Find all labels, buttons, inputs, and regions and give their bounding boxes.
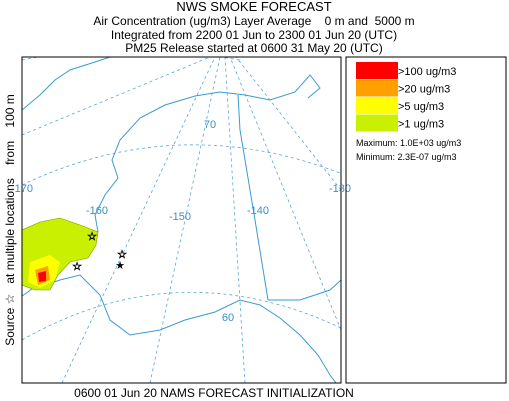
graticule-label: -150 <box>169 211 191 223</box>
subtitle: PM25 Release started at 0600 31 May 20 (… <box>125 41 382 55</box>
graticule-label: -160 <box>86 205 108 217</box>
graticule-label: -140 <box>247 205 269 217</box>
graticule-labels: -170 -160 -150 -140 -130 70 60 <box>11 119 351 324</box>
graticule-label: -170 <box>11 183 33 195</box>
subtitle: Air Concentration (ug/m3) Layer Average … <box>93 14 414 28</box>
legend-swatch <box>356 97 398 114</box>
meridian <box>149 57 221 383</box>
border <box>237 94 269 301</box>
meridian <box>235 57 341 191</box>
meridian <box>229 57 341 331</box>
meridian <box>224 57 246 383</box>
source-star: ★ <box>115 260 125 272</box>
title: NWS SMOKE FORECAST <box>176 0 331 14</box>
source-star: ☆ <box>87 231 97 243</box>
map-content: ☆ ☆ ★ ☆ <box>22 57 341 383</box>
graticule-label: 60 <box>222 312 234 324</box>
sources: ☆ ☆ ★ ☆ <box>72 231 128 274</box>
legend-swatch <box>356 114 398 132</box>
canada-coast <box>268 279 341 301</box>
meridian <box>61 57 216 383</box>
legend-label: >1 ug/m3 <box>398 119 444 131</box>
legend: >100 ug/m3 >20 ug/m3 >5 ug/m3 >1 ug/m3 <box>356 62 456 132</box>
footer: 0600 01 Jun 20 NAMS FORECAST INITIALIZAT… <box>74 386 354 400</box>
coastline <box>22 57 341 383</box>
source-star: ☆ <box>72 261 82 273</box>
minimum: Minimum: 2.3E-07 ug/m3 <box>356 152 457 162</box>
smoke-plume <box>22 217 99 291</box>
parallel <box>22 291 341 341</box>
plume-gt100 <box>38 271 46 282</box>
meridian <box>22 57 211 136</box>
russia-coast <box>22 57 111 111</box>
maximum: Maximum: 1.0E+03 ug/m3 <box>356 138 461 148</box>
north-coast <box>119 74 321 141</box>
graticule <box>22 57 341 383</box>
map-frame <box>21 56 342 384</box>
legend-label: >5 ug/m3 <box>398 101 444 113</box>
subtitle: Integrated from 2200 01 Jun to 2300 01 J… <box>111 28 397 42</box>
legend-label: >100 ug/m3 <box>398 66 456 78</box>
graticule-label: 70 <box>204 119 216 131</box>
graticule-label: -130 <box>329 183 351 195</box>
legend-swatch <box>356 62 398 79</box>
legend-swatch <box>356 79 398 97</box>
source-star: ☆ <box>117 249 127 261</box>
parallel <box>22 144 341 186</box>
source-label: Source ☆ at multiple locations from 100 … <box>3 94 17 346</box>
south-coast <box>44 274 337 383</box>
map: ☆ ☆ ★ ☆ -170 -160 -150 -140 -130 70 60 <box>11 56 351 384</box>
legend-label: >20 ug/m3 <box>398 84 450 96</box>
legend-frame <box>345 56 507 384</box>
